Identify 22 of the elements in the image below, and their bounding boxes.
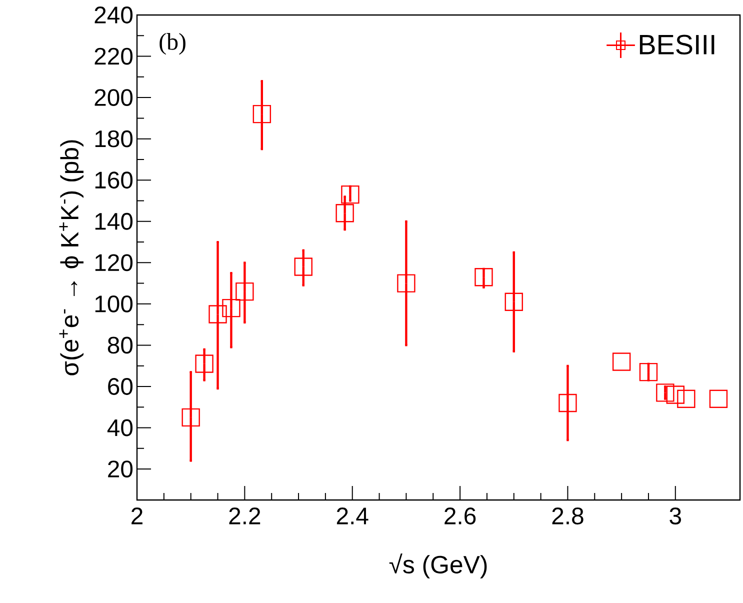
- x-tick-label: 3: [670, 508, 681, 524]
- y-tick-label: 220: [94, 48, 133, 65]
- text: σ(e$^{+}$e$^{-}$ → ϕ K$^{+}$K$^{-}$) (pb): [59, 140, 84, 376]
- y-tick-label: 20: [108, 460, 133, 478]
- legend-label: BESIII: [640, 34, 714, 54]
- x-tick-label: 2.8: [552, 508, 584, 524]
- y-tick-label: 200: [94, 89, 133, 106]
- y-tick-label: 160: [95, 172, 133, 189]
- y-tick-label: 40: [107, 419, 133, 436]
- y-tick-label: 100: [95, 295, 133, 312]
- y-tick-label: 140: [95, 212, 133, 230]
- x-tick-label: 2: [132, 508, 142, 524]
- x-axis-title: √s (GeV): [389, 554, 487, 578]
- x-tick-label: 2.2: [229, 508, 260, 524]
- y-tick-label: 60: [108, 378, 133, 395]
- y-tick-label: 80: [108, 336, 133, 354]
- x-tick-label: 2.4: [336, 508, 368, 524]
- x-tick-label: 2.6: [444, 508, 476, 524]
- annotation: (b): [160, 33, 186, 55]
- y-tick-label: 240: [94, 6, 133, 24]
- y-tick-label: 120: [95, 254, 133, 272]
- y-tick-label: 180: [95, 130, 133, 148]
